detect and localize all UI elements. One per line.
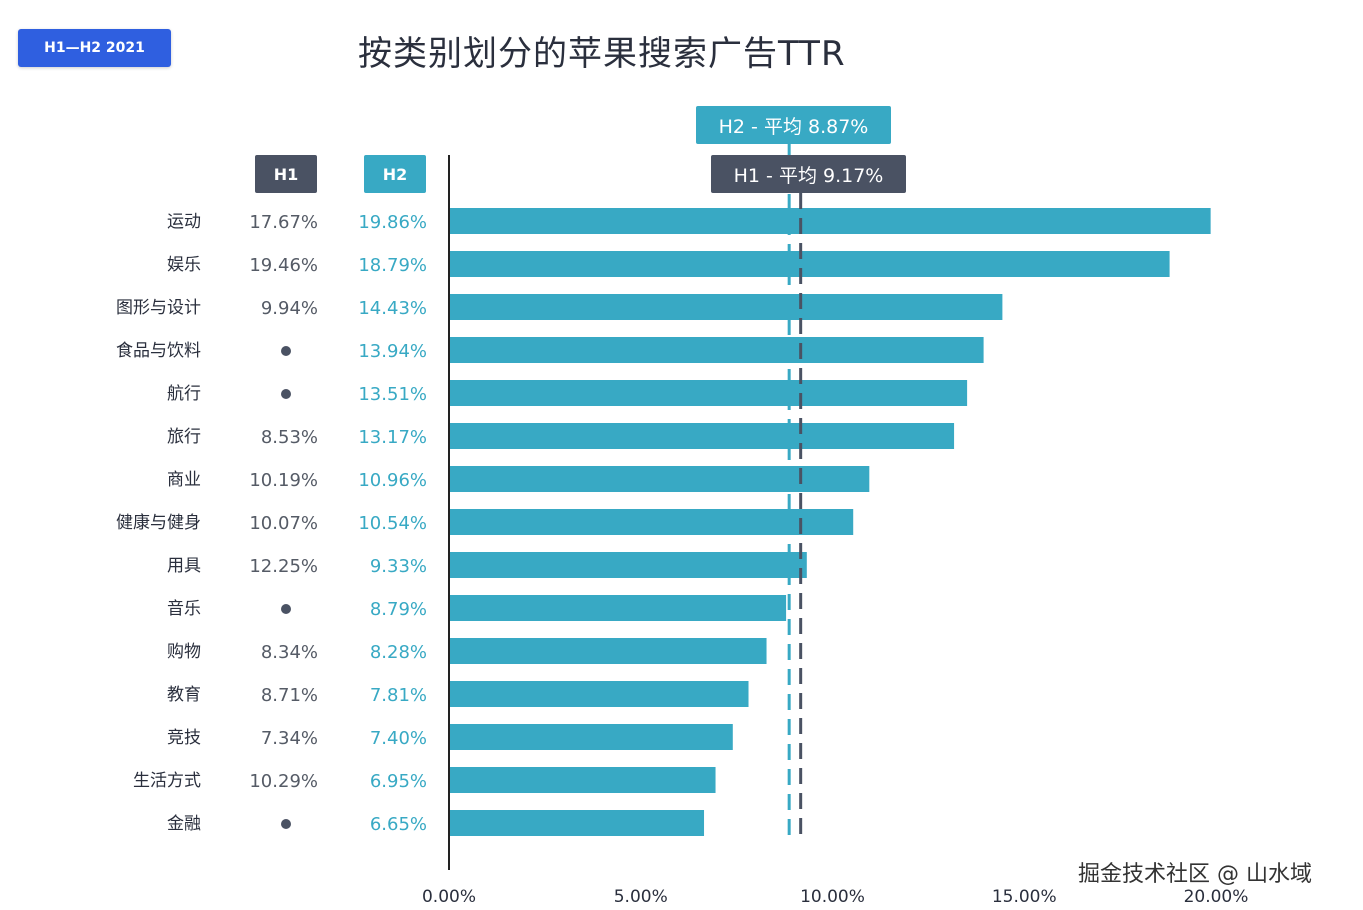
h2-bar — [449, 810, 705, 836]
category-label: 音乐 — [167, 599, 201, 619]
watermark: 掘金技术社区 @ 山水域 — [1078, 862, 1312, 887]
h1-header-label: H1 — [274, 165, 299, 184]
category-label: 用具 — [167, 556, 201, 576]
h1-average-label: H1 - 平均 9.17% — [734, 165, 884, 187]
category-label: 教育 — [167, 685, 201, 705]
h1-missing-dot — [281, 819, 291, 829]
h2-bar — [449, 767, 716, 793]
h2-bar — [449, 423, 955, 449]
x-tick-label: 15.00% — [992, 887, 1057, 907]
h2-header-chip — [364, 155, 426, 193]
h2-bar — [449, 251, 1170, 277]
h1-average-callout — [711, 155, 906, 193]
h2-value-label: 7.81% — [370, 685, 427, 706]
x-tick-label: 10.00% — [800, 887, 865, 907]
h2-header-label: H2 — [383, 165, 408, 184]
h2-bar — [449, 380, 968, 406]
h2-bar — [449, 638, 767, 664]
category-label: 图形与设计 — [116, 298, 201, 318]
category-label: 竞技 — [167, 728, 201, 748]
h2-bar — [449, 466, 870, 492]
h2-value-label: 8.79% — [370, 599, 427, 620]
h2-value-label: 10.54% — [358, 513, 427, 534]
h2-value-label: 18.79% — [358, 255, 427, 276]
h1-header-chip — [255, 155, 317, 193]
h2-value-label: 13.51% — [358, 384, 427, 405]
h2-value-label: 10.96% — [358, 470, 427, 491]
h2-average-label: H2 - 平均 8.87% — [719, 116, 869, 138]
category-label: 金融 — [167, 814, 201, 834]
category-label: 娱乐 — [167, 255, 201, 275]
h2-value-label: 19.86% — [358, 212, 427, 233]
h1-value-label: 10.29% — [249, 771, 318, 792]
h2-bar — [449, 681, 749, 707]
h1-missing-dot — [281, 604, 291, 614]
h2-bar — [449, 294, 1003, 320]
category-label: 商业 — [167, 470, 201, 490]
h2-value-label: 6.95% — [370, 771, 427, 792]
h1-value-label: 9.94% — [261, 298, 318, 319]
h1-value-label: 8.71% — [261, 685, 318, 706]
x-tick-label: 0.00% — [422, 887, 476, 907]
h1-missing-dot — [281, 346, 291, 356]
category-label: 购物 — [167, 642, 201, 662]
h2-average-callout — [696, 106, 891, 144]
h1-value-label: 19.46% — [249, 255, 318, 276]
category-label: 旅行 — [167, 427, 201, 447]
h2-bar — [449, 208, 1211, 234]
h2-value-label: 9.33% — [370, 556, 427, 577]
h2-value-label: 14.43% — [358, 298, 427, 319]
h1-value-label: 10.07% — [249, 513, 318, 534]
h1-value-label: 7.34% — [261, 728, 318, 749]
chart-title: 按类别划分的苹果搜索广告TTR — [358, 34, 846, 74]
x-tick-label: 5.00% — [614, 887, 668, 907]
h1-value-label: 8.34% — [261, 642, 318, 663]
category-label: 食品与饮料 — [116, 341, 201, 361]
h2-bar — [449, 552, 807, 578]
h2-value-label: 13.94% — [358, 341, 427, 362]
x-tick-label: 20.00% — [1184, 887, 1249, 907]
h1-value-label: 10.19% — [249, 470, 318, 491]
h2-bar — [449, 509, 854, 535]
h2-bar — [449, 595, 787, 621]
h1-missing-dot — [281, 389, 291, 399]
period-badge: H1—H2 2021 — [18, 29, 171, 67]
h2-value-label: 6.65% — [370, 814, 427, 835]
h2-bar — [449, 724, 733, 750]
h1-value-label: 12.25% — [249, 556, 318, 577]
h2-value-label: 13.17% — [358, 427, 427, 448]
h1-value-label: 17.67% — [249, 212, 318, 233]
category-label: 航行 — [167, 384, 201, 404]
h2-value-label: 8.28% — [370, 642, 427, 663]
h2-value-label: 7.40% — [370, 728, 427, 749]
category-label: 生活方式 — [133, 771, 201, 791]
h2-bar — [449, 337, 984, 363]
h1-value-label: 8.53% — [261, 427, 318, 448]
category-label: 运动 — [167, 212, 201, 232]
category-label: 健康与健身 — [116, 513, 201, 533]
